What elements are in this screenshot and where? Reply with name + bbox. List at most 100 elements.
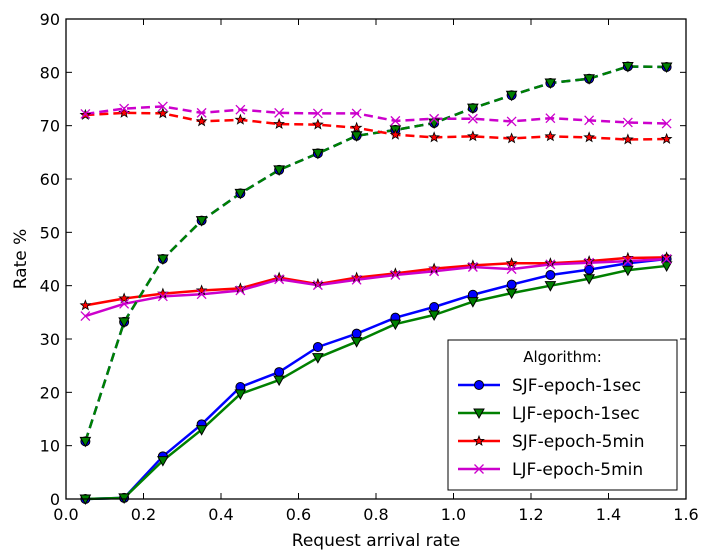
data-point-6-8 (389, 128, 402, 140)
data-point-6-10 (467, 130, 479, 142)
y-tick-label: 70 (40, 117, 60, 136)
data-point-7-7 (351, 108, 362, 119)
data-point-5-12 (544, 78, 557, 90)
legend-marker-1 (473, 408, 485, 420)
legend-label-2: SJF-epoch-5min (512, 432, 645, 452)
data-point-6-12 (544, 130, 557, 142)
plot-markers (79, 61, 673, 506)
legend-marker-0 (474, 380, 484, 390)
data-point-0-7 (351, 328, 362, 339)
data-point-1-4 (234, 389, 247, 400)
data-point-5-15 (660, 62, 673, 74)
data-point-5-7 (350, 131, 363, 142)
data-point-6-3 (195, 115, 208, 127)
y-tick-label: 90 (40, 10, 60, 29)
legend-box (447, 339, 678, 491)
data-point-6-13 (583, 131, 595, 143)
data-point-5-6 (312, 148, 324, 160)
data-point-6-2 (157, 107, 169, 119)
legend-entries: SJF-epoch-1sec LJF-epoch-1sec SJF-epoch-5m… (458, 376, 645, 480)
data-point-2-0 (79, 299, 92, 311)
data-point-1-10 (467, 297, 479, 308)
legend-label-0: SJF-epoch-1sec (512, 376, 641, 396)
data-point-1-11 (505, 288, 518, 300)
y-tick-label: 80 (40, 63, 60, 82)
data-point-3-0 (80, 311, 91, 322)
data-point-2-3 (195, 284, 208, 296)
data-point-7-6 (312, 108, 323, 119)
data-point-0-5 (274, 367, 285, 378)
data-point-5-1 (118, 317, 130, 328)
data-point-1-8 (389, 319, 402, 331)
data-point-7-10 (467, 113, 478, 124)
y-tick-label: 10 (40, 437, 60, 456)
data-point-7-12 (545, 113, 556, 124)
data-point-0-13 (584, 264, 595, 275)
series-line-5 (84, 65, 667, 442)
data-point-2-6 (312, 277, 324, 290)
y-tick-label: 20 (40, 383, 60, 402)
data-point-6-11 (505, 132, 518, 144)
data-point-3-7 (351, 274, 362, 285)
data-point-7-5 (274, 107, 285, 118)
y-tick-label: 0 (50, 490, 60, 509)
data-point-3-12 (545, 259, 556, 270)
x-tick-label: 0.8 (363, 505, 388, 524)
data-point-7-15 (661, 118, 672, 129)
plot-lines (84, 65, 667, 501)
data-point-6-15 (660, 132, 673, 144)
series-line-2 (85, 256, 667, 307)
data-point-2-1 (118, 292, 130, 304)
data-point-0-6 (312, 342, 323, 352)
y-axis-label: Rate % (11, 229, 31, 290)
data-point-3-10 (467, 262, 478, 272)
data-point-6-9 (428, 131, 440, 143)
x-tick-label: 0.2 (131, 505, 156, 524)
y-axis-ticks: 0 10 20 30 40 50 60 70 80 90 (40, 10, 686, 509)
series-line-6 (85, 111, 667, 141)
legend: Algorithm: SJF-epoch-1secLJF-epoch-1secS… (447, 339, 678, 491)
data-point-3-9 (429, 266, 440, 277)
data-point-5-2 (157, 254, 169, 266)
y-tick-label: 50 (40, 223, 60, 242)
data-point-0-9 (429, 302, 440, 312)
data-point-2-11 (505, 257, 518, 269)
data-point-3-2 (157, 291, 168, 302)
data-point-1-5 (273, 375, 285, 387)
data-point-5-11 (505, 90, 518, 102)
data-point-7-3 (196, 107, 207, 118)
data-point-3-4 (235, 285, 246, 296)
data-point-7-9 (429, 113, 440, 124)
data-point-7-4 (235, 104, 246, 115)
data-point-6-5 (273, 117, 285, 130)
data-point-2-14 (622, 251, 634, 263)
data-point-7-13 (584, 115, 595, 126)
x-tick-label: 1.6 (673, 505, 698, 524)
data-point-1-15 (660, 261, 673, 272)
legend-marker-3 (474, 464, 484, 474)
x-tick-label: 0.0 (53, 505, 78, 524)
data-point-1-14 (622, 265, 634, 277)
y-tick-label: 60 (40, 170, 60, 189)
data-point-5-5 (273, 165, 285, 176)
data-point-0-11 (506, 279, 517, 290)
x-axis-label: Request arrival rate (292, 531, 460, 551)
data-point-7-11 (506, 116, 517, 127)
y-tick-label: 30 (40, 330, 60, 349)
data-point-6-14 (622, 133, 634, 145)
data-point-5-13 (583, 74, 595, 85)
data-point-1-9 (428, 310, 440, 322)
data-point-3-5 (274, 274, 285, 285)
data-point-1-12 (544, 281, 557, 292)
x-tick-label: 1.4 (596, 505, 621, 524)
data-point-3-13 (584, 257, 595, 268)
legend-marker-2 (473, 434, 485, 446)
data-point-7-8 (390, 115, 401, 126)
data-point-1-6 (312, 353, 324, 364)
series-line-3 (85, 257, 667, 318)
series-line-0 (85, 257, 667, 501)
data-point-0-12 (545, 270, 556, 280)
data-point-1-2 (157, 456, 169, 467)
x-tick-label: 1.0 (441, 505, 466, 524)
